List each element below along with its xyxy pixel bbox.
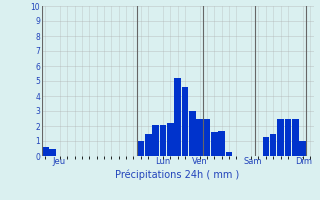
X-axis label: Précipitations 24h ( mm ): Précipitations 24h ( mm ): [116, 169, 240, 180]
Bar: [189, 111, 196, 156]
Bar: [174, 78, 181, 156]
Bar: [182, 87, 188, 156]
Bar: [277, 118, 284, 156]
Bar: [204, 118, 210, 156]
Bar: [196, 118, 203, 156]
Bar: [299, 141, 306, 156]
Bar: [211, 132, 218, 156]
Bar: [292, 118, 299, 156]
Bar: [226, 152, 232, 156]
Bar: [49, 148, 56, 156]
Bar: [152, 124, 159, 156]
Bar: [262, 137, 269, 156]
Bar: [284, 118, 291, 156]
Bar: [145, 134, 151, 156]
Bar: [167, 123, 173, 156]
Bar: [270, 134, 276, 156]
Bar: [160, 124, 166, 156]
Bar: [42, 147, 49, 156]
Bar: [138, 141, 144, 156]
Bar: [219, 130, 225, 156]
